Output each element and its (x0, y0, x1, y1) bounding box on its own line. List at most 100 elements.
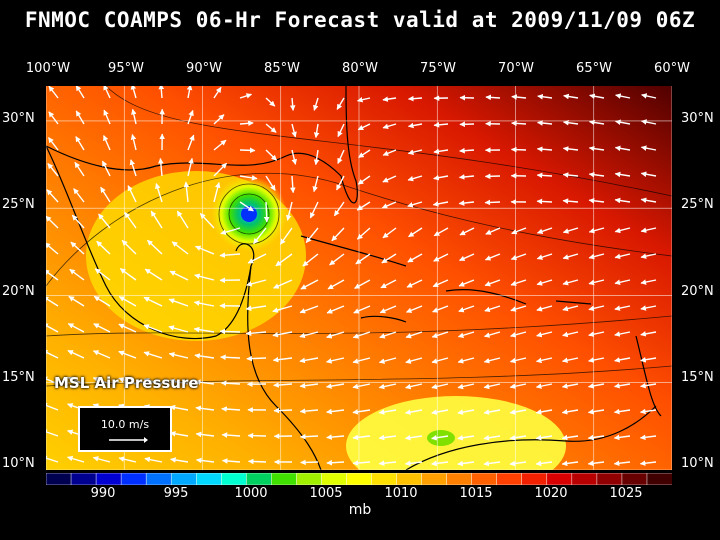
wind-arrow (379, 331, 397, 339)
colorbar-swatch (571, 473, 598, 485)
wind-arrow (561, 460, 579, 467)
colorbar-swatch (421, 473, 448, 485)
wind-arrow (640, 279, 657, 285)
wind-arrow (68, 295, 85, 307)
wind-arrow (219, 252, 241, 258)
wind-arrow (118, 323, 137, 333)
wind-arrow (640, 119, 657, 125)
wind-arrow (291, 123, 297, 138)
wind-arrow (46, 376, 59, 385)
wind-arrow (458, 279, 475, 287)
wind-arrow (121, 239, 137, 255)
wind-arrow (483, 383, 501, 390)
wind-arrow (510, 279, 527, 287)
wind-arrow (272, 305, 293, 313)
wind-arrow (219, 328, 241, 335)
wind-arrow (187, 134, 195, 151)
wind-arrow (640, 382, 657, 389)
wind-arrow (46, 242, 59, 255)
wind-arrow (127, 185, 137, 203)
wind-arrow (459, 253, 475, 262)
wind-arrow (221, 458, 241, 464)
wind-arrow (562, 198, 579, 204)
wind-arrow (352, 460, 371, 466)
wind-arrow (356, 96, 371, 103)
wind-arrow (613, 434, 631, 441)
wind-arrow (352, 331, 371, 339)
lon-label: 80°W (342, 61, 378, 76)
isobars (46, 86, 672, 387)
wind-arrow (150, 210, 163, 229)
wind-arrow (535, 383, 553, 389)
wind-arrow (535, 409, 553, 415)
wind-arrow (158, 86, 165, 99)
wind-arrow (289, 97, 296, 111)
colorbar-swatch (346, 473, 373, 485)
wind-arrow (326, 459, 345, 466)
wind-arrow (93, 323, 111, 333)
colorbar-swatch (446, 473, 473, 485)
wind-arrow (46, 296, 59, 307)
wind-arrow (589, 93, 605, 100)
wind-arrow (169, 431, 189, 437)
wind-arrow (640, 331, 657, 337)
wind-arrow (73, 188, 85, 203)
colorbar-swatch (396, 473, 423, 485)
wind-arrow (337, 123, 345, 138)
wind-arrow (537, 120, 553, 126)
wind-arrow (67, 455, 85, 463)
wind-arrow (407, 95, 423, 102)
wind-arrow (457, 460, 475, 467)
lat-label: 30°N (681, 111, 714, 126)
wind-arrow (483, 434, 501, 441)
wind-arrow (299, 382, 319, 389)
wind-arrow (352, 357, 371, 364)
wind-arrow (588, 119, 605, 126)
wind-arrow (46, 403, 59, 411)
lon-label: 95°W (108, 61, 144, 76)
wind-arrow (562, 253, 579, 260)
wind-arrow (382, 175, 397, 183)
wind-arrow (485, 227, 501, 235)
wind-arrow (614, 197, 631, 204)
wind-arrow (312, 175, 319, 193)
wind-arrow (103, 134, 111, 151)
wind-arrow (639, 408, 657, 415)
wind-arrow (143, 377, 163, 385)
wind-arrow (641, 93, 657, 99)
colorbar-tick-label: 1010 (384, 486, 418, 501)
wind-arrow (273, 279, 293, 289)
colorbar-swatch (70, 473, 97, 485)
wind-arrow (199, 212, 215, 229)
lat-label: 10°N (681, 456, 714, 471)
lat-label: 25°N (681, 197, 714, 212)
wind-arrow (309, 201, 319, 219)
wind-arrow (46, 455, 59, 463)
wind-arrow (587, 434, 605, 441)
wind-arrow (245, 305, 267, 312)
wind-arrow (46, 269, 59, 281)
wind-arrow (265, 175, 276, 191)
wind-arrow (213, 182, 221, 203)
wind-arrow (326, 434, 345, 440)
wind-arrow (326, 331, 345, 339)
wind-arrow (67, 349, 85, 359)
wind-arrow (336, 175, 345, 191)
wind-arrow (144, 456, 163, 463)
wind-arrow (253, 227, 267, 245)
wind-arrow (378, 434, 397, 441)
wind-arrow (168, 298, 189, 307)
wind-arrow (405, 331, 423, 339)
wind-arrow (354, 279, 371, 290)
wind-arrow (536, 331, 553, 338)
wind-arrow (614, 253, 631, 260)
wind-arrow (118, 456, 137, 463)
wind-arrow (484, 331, 501, 338)
lon-label: 100°W (25, 61, 71, 76)
wind-arrow (263, 201, 270, 223)
wind-arrow (129, 159, 137, 177)
wind-arrow (325, 383, 345, 389)
wind-arrow (562, 279, 579, 286)
wind-arrow (144, 268, 163, 281)
wind-arrow (432, 201, 449, 207)
